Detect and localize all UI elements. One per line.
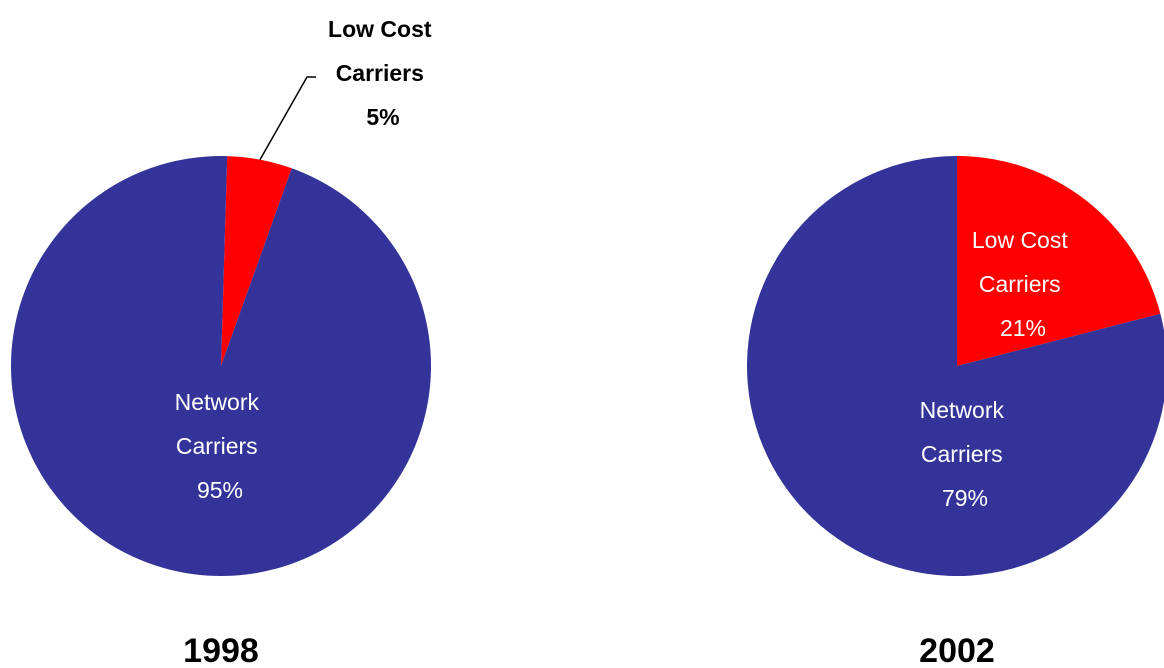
label-network-1998-value: 95% bbox=[197, 477, 243, 503]
label-low-cost-1998-line1: Low Cost bbox=[328, 16, 432, 42]
label-low-cost-1998: Low Cost Carriers 5% bbox=[328, 16, 438, 130]
chart-title-1998: 1998 bbox=[183, 632, 259, 668]
label-network-2002-line2: Carriers bbox=[921, 441, 1003, 467]
label-low-cost-1998-line2: Carriers bbox=[336, 60, 424, 86]
label-low-cost-2002-line1: Low Cost bbox=[972, 227, 1068, 253]
leader-line-low-cost-1998 bbox=[259, 76, 316, 161]
pie-slice-network-2002 bbox=[747, 156, 1164, 576]
label-low-cost-1998-value: 5% bbox=[366, 104, 399, 130]
label-low-cost-2002: Low Cost Carriers 21% bbox=[972, 227, 1074, 341]
pie-slice-low-cost-2002 bbox=[957, 156, 1161, 366]
pie-slice-network-1998 bbox=[10, 155, 431, 576]
pie-chart-1998: Low Cost Carriers 5% Network Carriers 95… bbox=[10, 16, 438, 668]
label-network-2002-value: 79% bbox=[942, 485, 988, 511]
label-network-1998-line2: Carriers bbox=[176, 433, 258, 459]
pie-chart-2002: Low Cost Carriers 21% Network Carriers 7… bbox=[747, 156, 1164, 668]
label-network-1998-line1: Network bbox=[175, 389, 260, 415]
label-network-2002-line1: Network bbox=[920, 397, 1005, 423]
chart-title-2002: 2002 bbox=[919, 632, 995, 668]
label-network-2002: Network Carriers 79% bbox=[920, 397, 1011, 511]
pie-slice-low-cost-1998 bbox=[221, 156, 292, 366]
label-low-cost-2002-value: 21% bbox=[1000, 315, 1046, 341]
label-low-cost-2002-line2: Carriers bbox=[979, 271, 1061, 297]
label-network-1998: Network Carriers 95% bbox=[175, 389, 266, 503]
